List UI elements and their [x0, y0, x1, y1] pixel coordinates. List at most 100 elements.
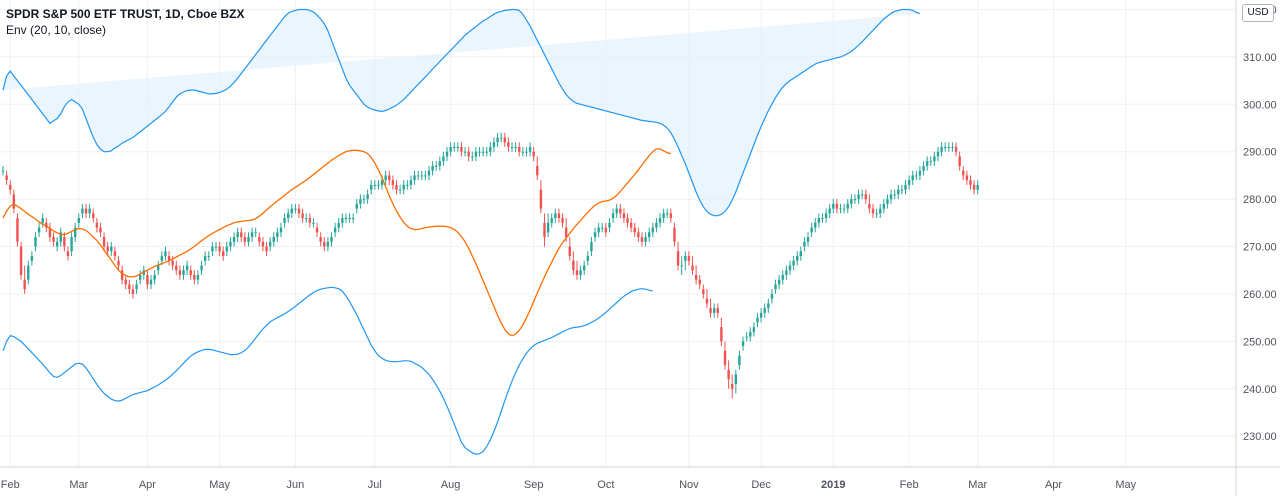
candle-body — [647, 232, 651, 238]
candle-body — [727, 369, 730, 380]
envelope-lower-line — [2, 286, 653, 455]
x-tick-label: May — [1115, 479, 1136, 491]
x-tick-label: Feb — [900, 479, 919, 491]
candle-body — [456, 146, 460, 148]
candle-body — [814, 222, 817, 228]
indicator-label[interactable]: Env (20, 10, close) — [6, 23, 107, 37]
candle-body — [741, 341, 745, 347]
candle-body — [164, 251, 167, 257]
candle-body — [518, 146, 521, 152]
candle-body — [796, 256, 799, 261]
candle-body — [799, 251, 803, 257]
candle-body — [976, 184, 979, 190]
candle-body — [19, 246, 23, 275]
y-tick-label: 240.00 — [1243, 384, 1277, 396]
candle-body — [629, 222, 633, 228]
candle-body — [279, 227, 283, 233]
candle-body — [435, 165, 438, 167]
candle-body — [525, 151, 528, 153]
y-tick-label: 230.00 — [1243, 431, 1277, 443]
candle-body — [453, 146, 456, 148]
candle-body — [438, 161, 442, 166]
candle-body — [34, 237, 37, 247]
candle-body — [611, 213, 615, 219]
candle-body — [828, 208, 831, 214]
candle-body — [933, 156, 936, 162]
candle-body — [200, 265, 203, 271]
candle-body — [601, 227, 604, 229]
candle-body — [752, 327, 756, 332]
x-tick-label: Apr — [139, 479, 156, 491]
candle-body — [871, 208, 875, 214]
candle-body — [402, 184, 405, 190]
candle-body — [860, 194, 864, 196]
candle-body — [947, 146, 951, 148]
candle-body — [940, 146, 943, 152]
symbol-title[interactable]: SPDR S&P 500 ETF TRUST, 1D, Cboe BZX — [6, 7, 245, 21]
candle-body — [781, 274, 784, 280]
y-tick-label: 300.00 — [1243, 99, 1277, 111]
candle-body — [409, 180, 413, 185]
candle-body — [225, 246, 229, 252]
y-tick-label: 310.00 — [1243, 52, 1277, 64]
candle-body — [16, 218, 19, 242]
candle-body — [218, 246, 221, 252]
candle-body — [45, 222, 48, 228]
candle-body — [499, 137, 503, 139]
candle-body — [294, 208, 297, 210]
candle-body — [333, 227, 337, 233]
candle-body — [308, 218, 312, 223]
candle-body — [886, 199, 889, 204]
candle-body — [319, 237, 322, 242]
candle-body — [539, 189, 543, 209]
candle-body — [59, 232, 62, 242]
candle-body — [929, 161, 932, 163]
candle-body — [160, 256, 164, 261]
candle-body — [305, 218, 308, 220]
candle-body — [189, 270, 192, 275]
candle-body — [351, 218, 355, 220]
candle-body — [561, 218, 564, 223]
candle-body — [633, 227, 636, 233]
candle-body — [157, 265, 160, 271]
y-tick-label: 270.00 — [1243, 242, 1277, 254]
candle-body — [824, 213, 828, 219]
candle-body — [406, 184, 409, 186]
candle-body — [481, 151, 485, 153]
candle-body — [395, 184, 398, 190]
candle-body — [247, 237, 250, 242]
candle-body — [864, 194, 867, 200]
candle-body — [788, 265, 792, 271]
candle-body — [893, 194, 896, 196]
candle-body — [243, 237, 247, 242]
candle-body — [597, 227, 600, 233]
candle-body — [445, 151, 449, 157]
candle-body — [326, 241, 330, 247]
candle-body — [84, 208, 88, 214]
envelope-band-fill — [3, 9, 920, 216]
x-tick-label: Nov — [679, 479, 699, 491]
candle-body — [178, 270, 182, 275]
candle-body — [965, 175, 969, 181]
candle-body — [359, 199, 362, 204]
candle-body — [496, 137, 499, 143]
candle-body — [70, 237, 73, 252]
currency-badge[interactable]: USD — [1242, 4, 1274, 22]
candle-body — [106, 246, 109, 252]
candle-body — [637, 232, 640, 238]
candle-body — [662, 213, 665, 219]
candle-body — [420, 175, 423, 177]
candle-body — [5, 175, 8, 181]
candle-body — [240, 232, 243, 238]
candle-body — [749, 331, 752, 337]
x-tick-label: 2019 — [821, 479, 845, 491]
x-tick-label: Mar — [968, 479, 987, 491]
candle-body — [846, 203, 849, 209]
candle-body — [341, 218, 344, 223]
candle-body — [460, 146, 463, 152]
candle-body — [608, 222, 611, 228]
candle-body — [203, 256, 207, 261]
candle-body — [586, 256, 590, 261]
candle-body — [138, 274, 142, 280]
